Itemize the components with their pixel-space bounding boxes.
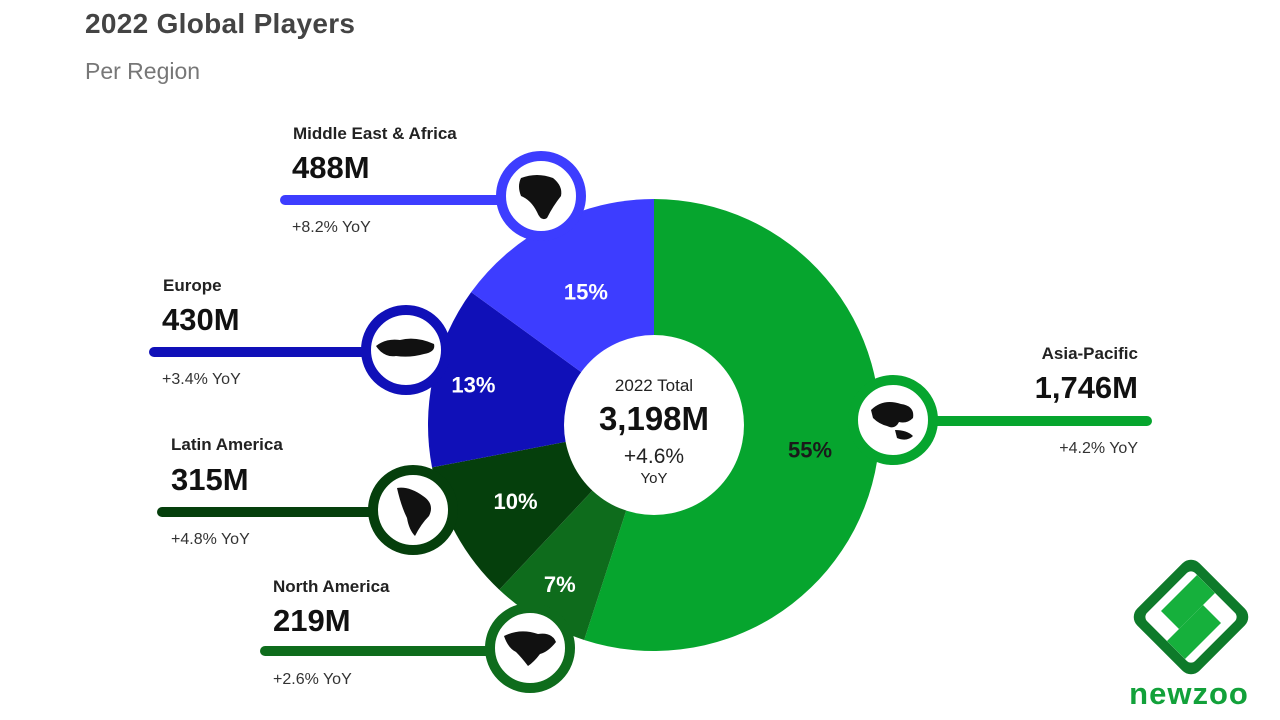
- europe-map-icon: [361, 305, 451, 395]
- asia-pacific-map-icon: [848, 375, 938, 465]
- brand-name: newzoo: [1129, 676, 1249, 711]
- region-name-na: North America: [273, 577, 390, 596]
- region-name-europe: Europe: [163, 276, 222, 295]
- newzoo-logo-icon: [1133, 559, 1249, 675]
- region-yoy-na: +2.6% YoY: [273, 671, 352, 688]
- region-name-mea: Middle East & Africa: [293, 124, 457, 143]
- region-name-latam: Latin America: [171, 435, 283, 454]
- donut-hole: [564, 335, 744, 515]
- chart-subtitle: Per Region: [85, 58, 201, 84]
- region-yoy-europe: +3.4% YoY: [162, 371, 241, 388]
- center-total-value: 3,198M: [598, 400, 710, 437]
- slice-label-europe: 13%: [451, 373, 495, 398]
- region-yoy-latam: +4.8% YoY: [171, 531, 250, 548]
- slice-label-latam: 10%: [494, 489, 538, 514]
- region-name-asia: Asia-Pacific: [1041, 344, 1138, 363]
- region-players-europe: 430M: [162, 302, 240, 337]
- region-players-latam: 315M: [171, 462, 249, 497]
- chart-title: 2022 Global Players: [85, 8, 356, 39]
- center-total-label: 2022 Total: [614, 376, 694, 395]
- region-players-na: 219M: [273, 603, 351, 638]
- region-players-asia: 1,746M: [1034, 370, 1138, 405]
- center-total-yoy-unit: YoY: [640, 470, 668, 487]
- africa-map-icon: [496, 151, 586, 241]
- region-yoy-mea: +8.2% YoY: [292, 219, 371, 236]
- region-yoy-asia: +4.2% YoY: [1059, 440, 1138, 457]
- slice-label-asia: 55%: [788, 438, 832, 463]
- center-total-yoy: +4.6%: [623, 445, 685, 468]
- north-america-map-icon: [485, 603, 575, 693]
- slice-label-na: 7%: [544, 572, 576, 597]
- region-players-mea: 488M: [292, 150, 370, 185]
- latin-america-map-icon: [368, 465, 458, 555]
- slice-label-mea: 15%: [564, 279, 608, 304]
